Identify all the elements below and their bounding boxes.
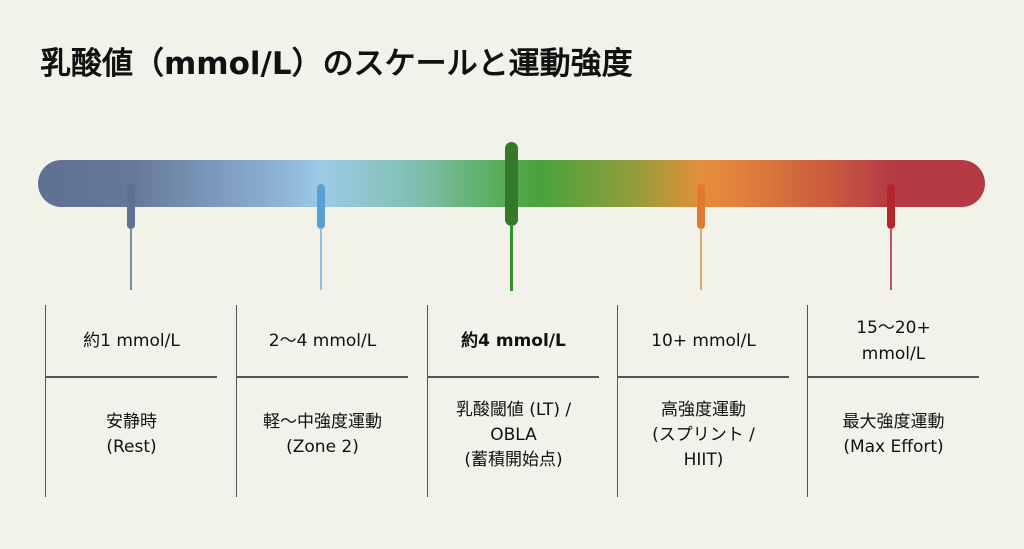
level-description: 最大強度運動 (Max Effort) — [842, 412, 945, 457]
divider — [237, 376, 408, 378]
marker-rest — [127, 184, 135, 229]
level-column-rest: 約1 mmol/L 安静時 (Rest) — [45, 305, 217, 497]
level-column-zone2: 2〜4 mmol/L 軽〜中強度運動 (Zone 2) — [236, 305, 408, 497]
divider — [808, 376, 979, 378]
level-description: 軽〜中強度運動 (Zone 2) — [263, 412, 382, 457]
level-description: 高強度運動 (スプリント / HIIT) — [652, 399, 755, 470]
marker-line-rest — [130, 228, 132, 290]
marker-hiit — [697, 184, 705, 229]
marker-max — [887, 184, 895, 229]
marker-zone2 — [317, 184, 325, 229]
level-column-hiit: 10+ mmol/L 高強度運動 (スプリント / HIIT) — [617, 305, 789, 497]
marker-line-hiit — [700, 228, 702, 290]
level-value: 2〜4 mmol/L — [268, 330, 377, 351]
level-column-lt: 約4 mmol/L 乳酸閾値 (LT) / OBLA (蓄積開始点) — [427, 305, 599, 497]
level-value: 約4 mmol/L — [461, 330, 566, 351]
marker-line-zone2 — [320, 228, 322, 290]
divider — [46, 376, 217, 378]
marker-lt — [505, 142, 518, 226]
level-column-max: 15〜20+ mmol/L 最大強度運動 (Max Effort) — [807, 305, 979, 497]
divider — [618, 376, 789, 378]
level-value: 約1 mmol/L — [83, 330, 180, 351]
level-value: 15〜20+ mmol/L — [856, 317, 931, 364]
level-description: 乳酸閾値 (LT) / OBLA (蓄積開始点) — [455, 399, 572, 470]
level-description: 安静時 (Rest) — [106, 412, 157, 457]
marker-line-lt — [510, 224, 513, 291]
page-title: 乳酸値（mmol/L）のスケールと運動強度 — [40, 46, 633, 82]
divider — [428, 376, 599, 378]
marker-line-max — [890, 228, 892, 290]
level-value: 10+ mmol/L — [651, 330, 756, 351]
